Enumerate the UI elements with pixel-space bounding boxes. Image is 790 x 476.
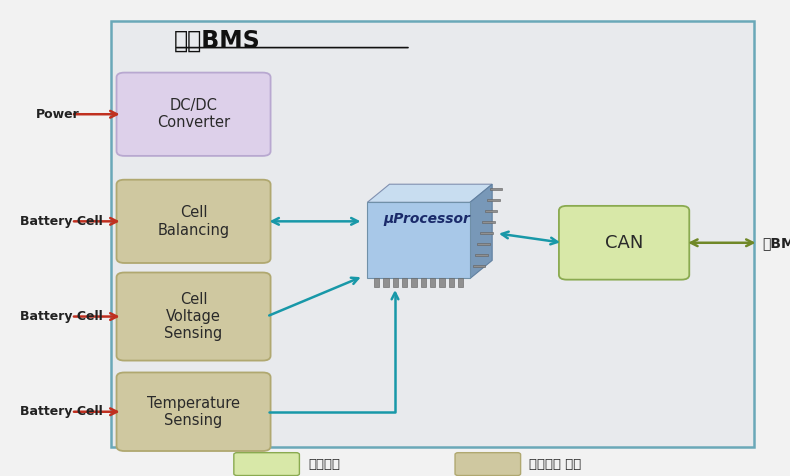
FancyBboxPatch shape <box>111 21 754 447</box>
Text: Cell
Voltage
Sensing: Cell Voltage Sensing <box>164 292 223 341</box>
Text: 통신기능: 통신기능 <box>308 457 340 471</box>
FancyBboxPatch shape <box>117 272 270 361</box>
Text: μProcessor: μProcessor <box>383 212 470 226</box>
Text: 모니터링 기능: 모니터링 기능 <box>529 457 581 471</box>
FancyBboxPatch shape <box>117 180 270 263</box>
Bar <box>374 278 379 287</box>
Text: Temperature
Sensing: Temperature Sensing <box>147 396 240 428</box>
Bar <box>487 199 500 201</box>
Bar <box>412 278 417 287</box>
Bar <box>402 278 408 287</box>
Text: Battery Cell: Battery Cell <box>20 215 103 228</box>
Polygon shape <box>367 202 470 278</box>
Bar <box>472 265 485 268</box>
Bar <box>393 278 398 287</box>
FancyBboxPatch shape <box>117 372 270 451</box>
Bar <box>475 254 487 257</box>
Text: Battery Cell: Battery Cell <box>20 310 103 323</box>
Bar <box>490 188 502 190</box>
FancyBboxPatch shape <box>117 73 270 156</box>
Text: Cell
Balancing: Cell Balancing <box>157 205 230 238</box>
Bar <box>458 278 464 287</box>
Bar <box>420 278 426 287</box>
Text: CAN: CAN <box>605 234 643 252</box>
Text: Power: Power <box>36 108 79 121</box>
Bar <box>383 278 389 287</box>
Bar <box>439 278 445 287</box>
FancyBboxPatch shape <box>455 453 521 476</box>
Bar <box>483 221 495 223</box>
FancyBboxPatch shape <box>559 206 690 280</box>
Text: Battery Cell: Battery Cell <box>20 405 103 418</box>
Polygon shape <box>367 184 492 202</box>
Text: 주BMS: 주BMS <box>762 236 790 250</box>
Bar <box>485 210 498 212</box>
FancyBboxPatch shape <box>234 453 299 476</box>
Bar <box>449 278 454 287</box>
Bar <box>477 243 490 246</box>
Polygon shape <box>470 184 492 278</box>
Bar <box>480 232 492 235</box>
Text: DC/DC
Converter: DC/DC Converter <box>157 98 230 130</box>
Text: 보조BMS: 보조BMS <box>174 29 261 52</box>
Bar <box>430 278 435 287</box>
